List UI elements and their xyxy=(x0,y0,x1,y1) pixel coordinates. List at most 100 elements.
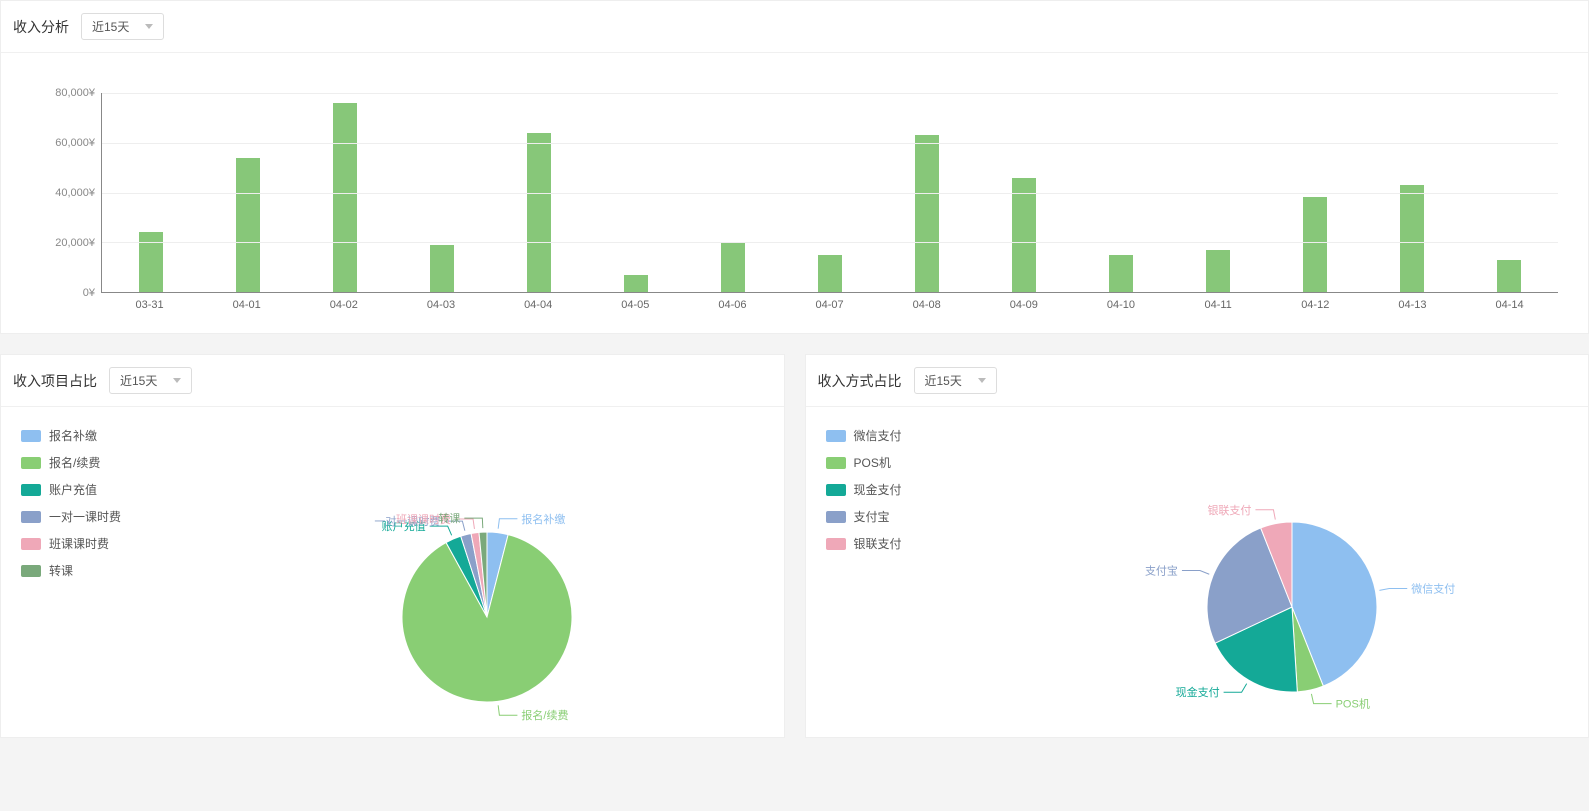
y-tick-label: 40,000¥ xyxy=(55,187,95,199)
pie-leader-line xyxy=(1223,684,1246,693)
pie-leader-line xyxy=(498,705,517,715)
income-item-pie: 报名补缴报名/续费账户充值一对一课时费班课课时费转课 xyxy=(287,427,687,727)
legend-item[interactable]: 转课 xyxy=(21,562,201,579)
legend-label: 报名/续费 xyxy=(49,454,100,471)
x-tick-label: 04-11 xyxy=(1170,293,1267,313)
legend-swatch xyxy=(826,484,846,496)
bar xyxy=(527,133,551,292)
income-method-legend: 微信支付 POS机现金支付支付宝银联支付 xyxy=(816,427,1006,562)
income-method-title: 收入方式占比 xyxy=(818,371,902,391)
bar xyxy=(1303,197,1327,292)
bar xyxy=(236,158,260,292)
legend-swatch xyxy=(21,538,41,550)
income-analysis-range-dropdown[interactable]: 近15天 xyxy=(81,13,164,40)
legend-item[interactable]: 一对一课时费 xyxy=(21,508,201,525)
chevron-down-icon xyxy=(145,24,153,29)
legend-item[interactable]: 支付宝 xyxy=(826,508,1006,525)
legend-label: 转课 xyxy=(49,562,73,579)
income-item-pie-area: 报名补缴报名/续费账户充值一对一课时费班课课时费转课 xyxy=(201,427,774,727)
x-tick-label: 04-02 xyxy=(295,293,392,313)
grid-line xyxy=(102,242,1558,243)
x-tick-label: 04-12 xyxy=(1267,293,1364,313)
legend-item[interactable]: 银联支付 xyxy=(826,535,1006,552)
pie-slice-label: 转课 xyxy=(439,511,461,525)
pie-leader-line xyxy=(498,519,517,529)
income-item-legend: 报名补缴报名/续费账户充值一对一课时费班课课时费转课 xyxy=(11,427,201,589)
grid-line xyxy=(102,193,1558,194)
legend-swatch xyxy=(826,538,846,550)
bar xyxy=(1012,178,1036,292)
legend-label: 班课课时费 xyxy=(49,535,109,552)
legend-label: 支付宝 xyxy=(854,508,890,525)
y-tick-label: 80,000¥ xyxy=(55,87,95,99)
x-tick-label: 03-31 xyxy=(101,293,198,313)
legend-item[interactable]: 微信支付 xyxy=(826,427,1006,444)
x-tick-label: 04-07 xyxy=(781,293,878,313)
x-tick-label: 04-03 xyxy=(392,293,489,313)
income-item-range-value: 近15天 xyxy=(120,372,157,389)
legend-label: 一对一课时费 xyxy=(49,508,121,525)
pie-slice-label: 报名补缴 xyxy=(522,512,566,526)
income-method-header: 收入方式占比 近15天 xyxy=(806,355,1589,407)
legend-item[interactable]: 现金支付 xyxy=(826,481,1006,498)
chevron-down-icon xyxy=(978,378,986,383)
bar-chart: 0¥20,000¥40,000¥60,000¥80,000¥ 03-3104-0… xyxy=(31,93,1558,313)
income-item-title: 收入项目占比 xyxy=(13,371,97,391)
x-tick-label: 04-01 xyxy=(198,293,295,313)
bar xyxy=(624,275,648,292)
legend-label: POS机 xyxy=(854,454,891,471)
income-item-body: 报名补缴报名/续费账户充值一对一课时费班课课时费转课 报名补缴报名/续费账户充值… xyxy=(1,407,784,737)
legend-item[interactable]: POS机 xyxy=(826,454,1006,471)
pie-leader-line xyxy=(1255,510,1275,520)
legend-label: 账户充值 xyxy=(49,481,97,498)
x-tick-label: 04-06 xyxy=(684,293,781,313)
bar xyxy=(721,242,745,292)
bar xyxy=(1400,185,1424,292)
income-analysis-panel: 收入分析 近15天 0¥ 20,000¥ 40,000¥ 60,000¥ 80,000¥… xyxy=(0,0,1589,334)
pie-panels-row: 收入项目占比 近15天 报名补缴报名/续费账户充值一对一课时费班课课时费转课 报… xyxy=(0,354,1589,738)
legend-label: 银联支付 xyxy=(854,535,902,552)
legend-swatch xyxy=(826,511,846,523)
income-analysis-range-value: 近15天 xyxy=(92,18,129,35)
pie-leader-line xyxy=(1182,571,1209,575)
income-item-panel: 收入项目占比 近15天 报名补缴报名/续费账户充值一对一课时费班课课时费转课 报… xyxy=(0,354,785,738)
pie-leader-line xyxy=(1379,588,1407,590)
legend-label: 现金支付 xyxy=(854,481,902,498)
y-tick-label: 60,000¥ xyxy=(55,137,95,149)
x-tick-label: 04-14 xyxy=(1461,293,1558,313)
income-item-range-dropdown[interactable]: 近15天 xyxy=(109,367,192,394)
pie-slice-label: 现金支付 xyxy=(1175,685,1219,699)
x-tick-label: 04-10 xyxy=(1072,293,1169,313)
income-method-pie: 微信支付POS机现金支付支付宝银联支付 xyxy=(1092,427,1492,727)
bar-chart-x-axis: 03-3104-0104-0204-0304-0404-0504-0604-07… xyxy=(101,293,1558,313)
legend-item[interactable]: 账户充值 xyxy=(21,481,201,498)
pie-slice-label: POS机 xyxy=(1335,697,1369,711)
legend-swatch xyxy=(826,457,846,469)
income-method-range-dropdown[interactable]: 近15天 xyxy=(914,367,997,394)
legend-item[interactable]: 报名/续费 xyxy=(21,454,201,471)
pie-slice-label: 银联支付 xyxy=(1207,503,1251,517)
income-analysis-header: 收入分析 近15天 xyxy=(1,1,1588,53)
bar xyxy=(430,245,454,292)
legend-swatch xyxy=(21,457,41,469)
y-tick-label: 0¥ xyxy=(83,287,95,299)
legend-item[interactable]: 报名补缴 xyxy=(21,427,201,444)
pie-slice-label: 支付宝 xyxy=(1145,564,1178,578)
bar xyxy=(333,103,357,292)
x-tick-label: 04-09 xyxy=(975,293,1072,313)
x-tick-label: 04-05 xyxy=(587,293,684,313)
bar-chart-y-axis: 0¥20,000¥40,000¥60,000¥80,000¥ xyxy=(31,93,101,293)
income-method-range-value: 近15天 xyxy=(925,372,962,389)
legend-item[interactable]: 班课课时费 xyxy=(21,535,201,552)
income-item-header: 收入项目占比 近15天 xyxy=(1,355,784,407)
income-method-panel: 收入方式占比 近15天 微信支付POS机现金支付支付宝银联支付 微信支付POS机… xyxy=(805,354,1589,738)
bar-chart-container: 0¥20,000¥40,000¥60,000¥80,000¥ 03-3104-0… xyxy=(1,53,1588,333)
y-tick-label: 20,000¥ xyxy=(55,237,95,249)
pie-leader-line xyxy=(1311,694,1331,704)
legend-swatch xyxy=(21,430,41,442)
legend-swatch xyxy=(21,511,41,523)
x-tick-label: 04-08 xyxy=(878,293,975,313)
legend-label: 报名补缴 xyxy=(49,427,97,444)
x-tick-label: 04-13 xyxy=(1364,293,1461,313)
legend-swatch xyxy=(826,430,846,442)
